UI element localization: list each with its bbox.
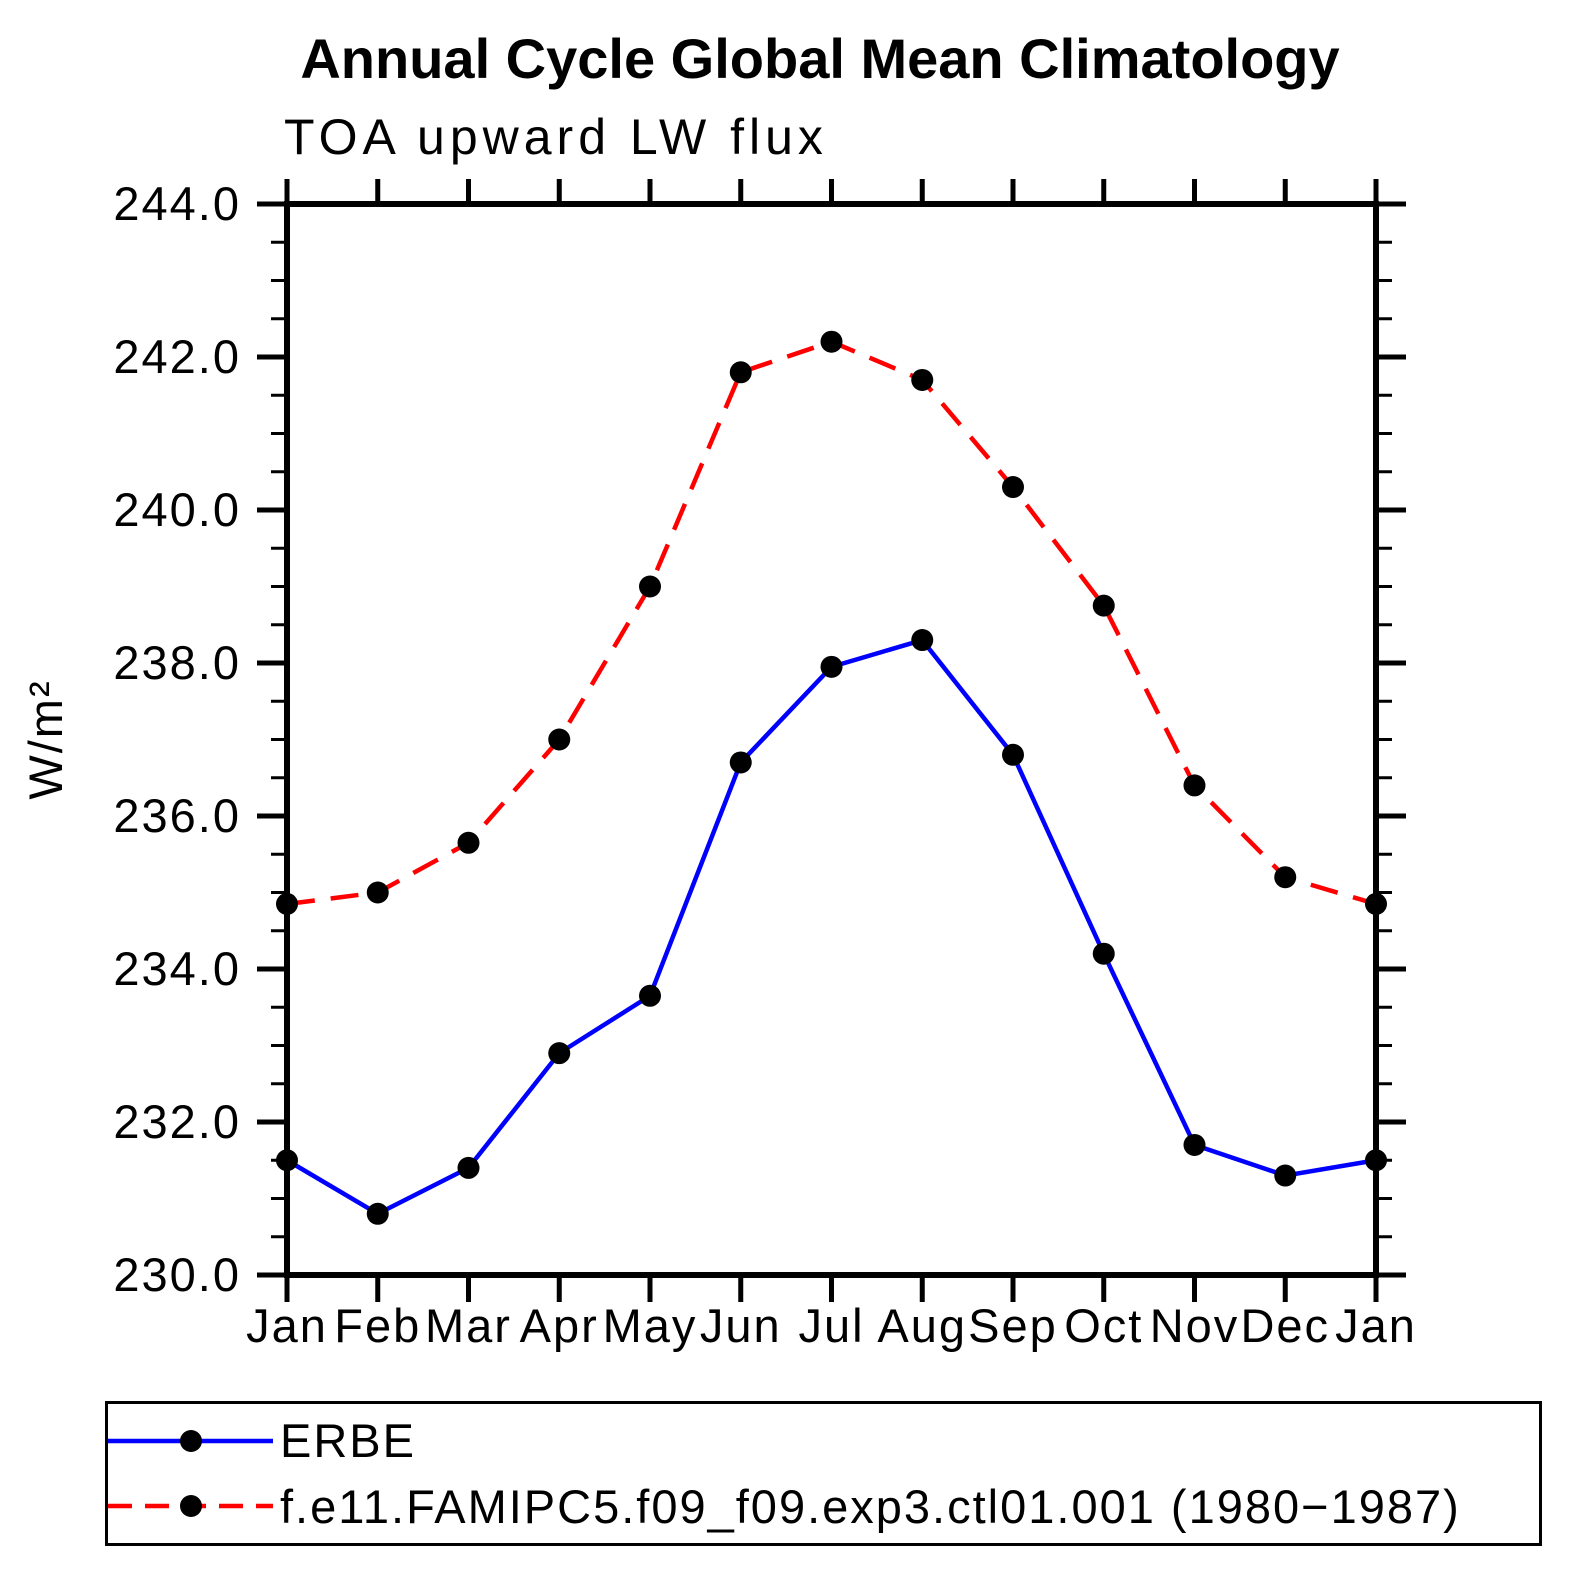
- legend-sample-marker: [180, 1429, 202, 1452]
- legend-label-erbe: ERBE: [280, 1414, 416, 1468]
- legend-item-erbe: ERBE: [108, 1410, 1539, 1472]
- legend-label-model: f.e11.FAMIPC5.f09_f09.exp3.ctl01.001 (19…: [280, 1479, 1461, 1533]
- data-point-model: [457, 831, 480, 854]
- chart-title: Annual Cycle Global Mean Climatology: [300, 27, 1340, 90]
- data-point-model: [820, 330, 843, 353]
- x-tick-label: Aug: [877, 1299, 967, 1352]
- data-point-model: [366, 881, 389, 904]
- data-point-erbe: [639, 984, 661, 1007]
- y-tick-label: 244.0: [113, 177, 241, 230]
- legend-line-sample-erbe: [108, 1429, 273, 1452]
- legend-item-model: f.e11.FAMIPC5.f09_f09.exp3.ctl01.001 (19…: [108, 1475, 1539, 1537]
- x-tick-label: Apr: [520, 1299, 599, 1352]
- data-point-model: [1274, 866, 1297, 889]
- data-point-erbe: [1002, 743, 1024, 766]
- data-point-erbe: [276, 1149, 298, 1172]
- y-tick-label: 240.0: [113, 483, 241, 536]
- data-point-erbe: [911, 629, 934, 652]
- y-tick-label: 232.0: [113, 1095, 241, 1148]
- y-tick-label: 230.0: [113, 1248, 241, 1301]
- legend-box: ERBE f.e11.FAMIPC5.f09_f09.exp3.ctl01.00…: [105, 1401, 1542, 1546]
- chart-subtitle: TOA upward LW flux: [284, 109, 828, 165]
- data-point-model: [1002, 476, 1024, 499]
- data-point-model: [639, 575, 661, 598]
- x-tick-label: Jul: [798, 1299, 864, 1352]
- data-point-model: [911, 368, 934, 391]
- data-point-erbe: [729, 751, 752, 774]
- x-tick-label: Dec: [1240, 1299, 1330, 1352]
- data-point-erbe: [1183, 1133, 1206, 1156]
- x-tick-label: Jun: [700, 1299, 782, 1352]
- series-line-erbe: [285, 637, 1377, 1217]
- legend-sample-marker: [180, 1495, 202, 1518]
- x-tick-label: Mar: [425, 1299, 512, 1352]
- y-tick-label: 236.0: [113, 789, 241, 842]
- data-point-model: [1092, 594, 1115, 617]
- axes: 230.0 232.0 234.0 236.0 238.0 240.0 242.0 244.0…: [113, 177, 1417, 1352]
- x-tick-label: May: [603, 1299, 698, 1352]
- data-point-erbe: [457, 1156, 480, 1179]
- data-point-erbe: [820, 655, 843, 678]
- x-tick-label: Oct: [1064, 1299, 1143, 1352]
- x-tick-label: Feb: [334, 1299, 421, 1352]
- data-point-erbe: [548, 1042, 571, 1065]
- legend-line-sample-model: [108, 1495, 273, 1518]
- data-point-erbe: [1274, 1164, 1297, 1187]
- plot-frame: [284, 201, 1379, 1278]
- x-tick-label: Jan: [246, 1299, 328, 1352]
- data-point-model: [1183, 774, 1206, 797]
- data-point-erbe: [1365, 1149, 1387, 1172]
- y-tick-label: 242.0: [113, 330, 241, 383]
- data-point-model: [729, 361, 752, 384]
- x-tick-label: Nov: [1150, 1299, 1240, 1352]
- y-tick-label: 238.0: [113, 636, 241, 689]
- data-point-model: [1365, 892, 1387, 915]
- data-point-model: [548, 728, 571, 751]
- x-tick-label: Sep: [968, 1299, 1058, 1352]
- data-point-erbe: [366, 1202, 389, 1225]
- series-line-model: [286, 339, 1377, 907]
- data-point-model: [276, 892, 298, 915]
- x-tick-label: Jan: [1335, 1299, 1417, 1352]
- y-axis-title: W/m²: [19, 679, 72, 799]
- data-point-erbe: [1092, 942, 1115, 965]
- y-tick-label: 234.0: [113, 942, 241, 995]
